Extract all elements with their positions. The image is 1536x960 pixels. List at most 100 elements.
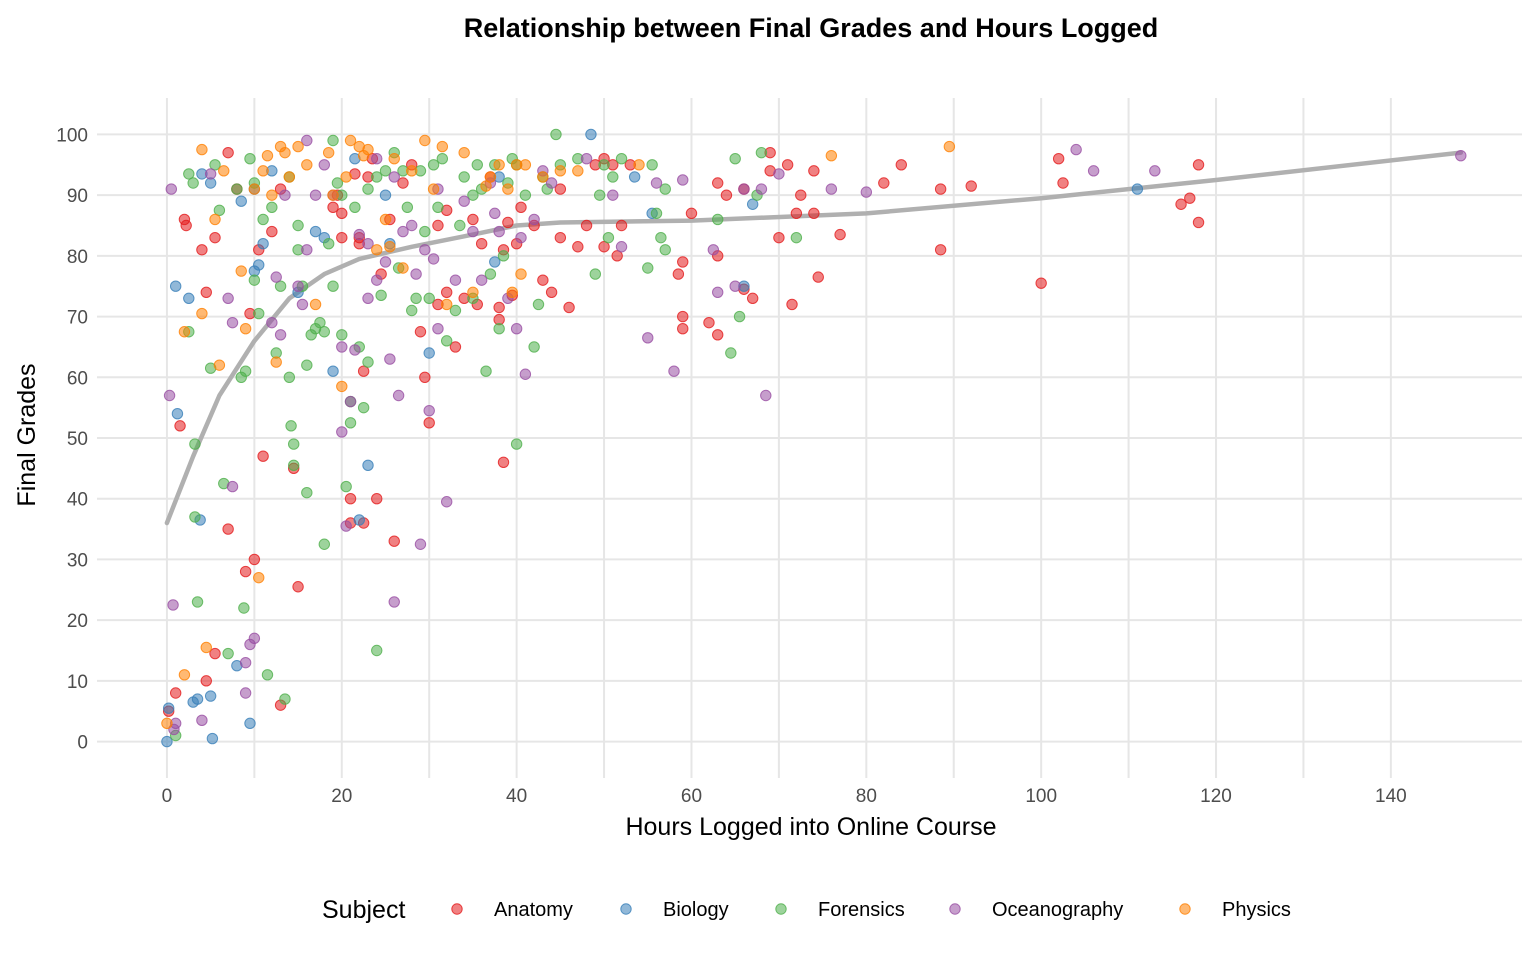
- data-point: [371, 171, 383, 183]
- data-point: [729, 153, 741, 165]
- data-point: [580, 219, 593, 232]
- data-point: [672, 268, 685, 280]
- x-tick-label: 80: [856, 786, 877, 807]
- legend-key: [949, 903, 961, 915]
- data-point: [1192, 159, 1205, 171]
- data-point: [248, 632, 261, 645]
- data-point: [327, 189, 339, 201]
- legend-title: Subject: [322, 896, 405, 924]
- data-point: [458, 171, 470, 183]
- x-tick-label: 140: [1375, 786, 1407, 807]
- data-point: [493, 159, 505, 171]
- data-point: [515, 231, 527, 244]
- data-point: [371, 244, 383, 256]
- data-point: [419, 244, 431, 256]
- data-point: [677, 323, 689, 335]
- data-point: [598, 241, 610, 253]
- data-point: [239, 365, 252, 377]
- data-point: [458, 195, 470, 207]
- data-point: [189, 511, 201, 523]
- data-point: [327, 365, 339, 377]
- data-point: [266, 316, 278, 329]
- data-point: [781, 159, 794, 171]
- data-point: [196, 714, 208, 727]
- data-point: [720, 189, 733, 201]
- data-point: [379, 213, 392, 226]
- data-point: [834, 228, 846, 241]
- x-tick-label: 40: [506, 786, 527, 807]
- data-point: [309, 225, 322, 238]
- data-point: [196, 143, 208, 156]
- data-point: [480, 365, 492, 377]
- data-point: [239, 323, 252, 335]
- data-point: [200, 641, 212, 654]
- data-point: [189, 438, 201, 450]
- data-point: [733, 310, 746, 323]
- data-point: [677, 174, 689, 186]
- data-point: [235, 195, 247, 207]
- data-point: [502, 216, 514, 229]
- data-point: [244, 717, 256, 730]
- data-point: [296, 298, 309, 311]
- legend-key: [775, 903, 787, 915]
- data-point: [532, 298, 545, 311]
- series-oceanography: [163, 134, 1467, 736]
- data-point: [222, 523, 234, 535]
- data-point: [615, 219, 628, 232]
- data-point: [178, 669, 191, 681]
- data-point: [218, 165, 230, 177]
- data-point: [397, 262, 409, 274]
- data-point: [362, 238, 374, 250]
- data-point: [419, 134, 431, 147]
- data-point: [467, 225, 479, 238]
- legend-label: Oceanography: [992, 899, 1123, 921]
- y-tick-label: 0: [77, 733, 88, 754]
- data-point: [301, 134, 313, 147]
- data-point: [266, 225, 278, 238]
- data-point: [279, 693, 291, 705]
- data-point: [786, 298, 798, 311]
- data-point: [493, 225, 505, 238]
- data-point: [239, 656, 252, 669]
- data-point: [738, 183, 750, 195]
- legend-label: Forensics: [818, 899, 905, 921]
- data-points: [161, 128, 1467, 748]
- data-point: [493, 301, 505, 314]
- data-point: [379, 189, 392, 201]
- y-tick-label: 40: [67, 490, 88, 511]
- data-point: [790, 207, 803, 220]
- data-point: [288, 459, 300, 472]
- legend-key: [451, 903, 463, 915]
- data-point: [427, 159, 440, 171]
- data-point: [200, 286, 212, 298]
- data-point: [257, 238, 269, 250]
- data-point: [357, 365, 370, 377]
- data-point: [301, 159, 313, 171]
- data-point: [628, 171, 641, 183]
- data-point: [213, 204, 226, 217]
- data-point: [493, 323, 505, 335]
- data-point: [318, 326, 331, 338]
- data-point: [589, 268, 602, 280]
- data-point: [615, 241, 628, 253]
- data-point: [611, 250, 623, 262]
- data-point: [860, 186, 873, 198]
- data-point: [204, 168, 217, 180]
- data-point: [449, 341, 462, 353]
- x-tick-label: 0: [162, 786, 173, 807]
- data-point: [340, 171, 352, 183]
- data-point: [406, 165, 418, 177]
- data-point: [410, 292, 422, 305]
- data-point: [309, 189, 322, 201]
- data-point: [322, 238, 335, 250]
- data-point: [161, 735, 173, 748]
- data-point: [712, 177, 724, 189]
- data-point: [449, 274, 462, 286]
- y-tick-label: 50: [67, 429, 88, 450]
- data-point: [274, 280, 287, 292]
- data-point: [607, 189, 619, 201]
- data-point: [362, 459, 374, 472]
- data-point: [436, 140, 449, 153]
- data-point: [340, 520, 352, 532]
- y-tick-label: 90: [67, 186, 88, 207]
